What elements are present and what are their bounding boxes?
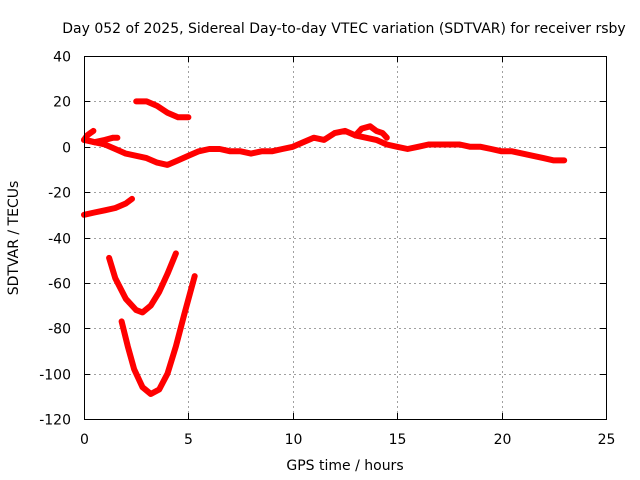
series-bump-trace bbox=[352, 123, 390, 141]
y-axis-title: SDTVAR / TECUs bbox=[6, 181, 22, 296]
y-tick-label: 40 bbox=[53, 50, 71, 66]
y-tick-label: 20 bbox=[53, 95, 71, 111]
y-tick-labels: -120 -100 -80 -60 -40 -20 0 20 40 bbox=[39, 50, 71, 429]
y-tick-label: -60 bbox=[48, 277, 71, 293]
y-tick-label: -40 bbox=[48, 232, 71, 248]
y-tick-label: -100 bbox=[39, 368, 71, 384]
series-layer bbox=[81, 98, 568, 397]
x-tick-label: 0 bbox=[80, 432, 89, 448]
y-tick-label: -80 bbox=[48, 322, 71, 338]
chart-title: Day 052 of 2025, Sidereal Day-to-day VTE… bbox=[62, 21, 625, 37]
y-tick-label: -120 bbox=[39, 413, 71, 429]
series-main-trace bbox=[81, 127, 568, 168]
series-upper-arc bbox=[133, 98, 192, 121]
y-tick-label: 0 bbox=[62, 141, 71, 157]
x-tick-label: 25 bbox=[598, 432, 616, 448]
y-tick-label: -20 bbox=[48, 186, 71, 202]
x-tick-label: 5 bbox=[184, 432, 193, 448]
axis-ticks bbox=[84, 56, 607, 420]
x-tick-label: 10 bbox=[285, 432, 303, 448]
series-low-trace bbox=[81, 195, 135, 218]
x-axis-title: GPS time / hours bbox=[286, 458, 403, 474]
series-middle-u-curve bbox=[106, 250, 179, 316]
series-lower-u-curve bbox=[118, 273, 198, 397]
x-tick-label: 20 bbox=[494, 432, 512, 448]
x-tick-label: 15 bbox=[389, 432, 407, 448]
x-tick-labels: 0 5 10 15 20 25 bbox=[80, 432, 615, 448]
series-short-trace-early bbox=[83, 134, 121, 146]
grid bbox=[84, 56, 606, 419]
